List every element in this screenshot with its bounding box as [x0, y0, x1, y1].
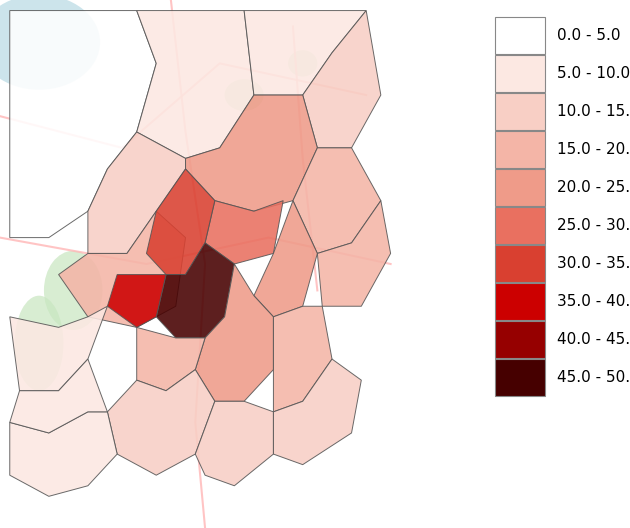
Bar	[495, 207, 546, 244]
Polygon shape	[10, 412, 117, 496]
Bar	[495, 169, 546, 206]
Text: 5.0 - 10.0: 5.0 - 10.0	[557, 66, 630, 81]
Text: 25.0 - 30.: 25.0 - 30.	[557, 218, 630, 233]
Polygon shape	[273, 359, 362, 465]
Bar	[495, 131, 546, 168]
Polygon shape	[137, 327, 205, 391]
Polygon shape	[205, 201, 284, 264]
Polygon shape	[10, 306, 107, 391]
Polygon shape	[10, 359, 107, 433]
Bar	[495, 245, 546, 282]
Polygon shape	[10, 11, 156, 238]
Polygon shape	[195, 401, 273, 486]
Bar	[495, 55, 546, 92]
Polygon shape	[88, 132, 185, 253]
Bar	[495, 17, 546, 54]
Ellipse shape	[0, 0, 100, 90]
Polygon shape	[107, 370, 215, 475]
Ellipse shape	[14, 296, 64, 391]
Text: 45.0 - 50.: 45.0 - 50.	[557, 370, 630, 385]
Polygon shape	[146, 169, 215, 275]
Text: 40.0 - 45.: 40.0 - 45.	[557, 332, 630, 347]
Ellipse shape	[224, 79, 263, 111]
Bar	[495, 93, 546, 130]
Text: 0.0 - 5.0: 0.0 - 5.0	[557, 28, 620, 43]
Polygon shape	[273, 306, 332, 412]
Bar	[495, 283, 546, 320]
Polygon shape	[137, 11, 254, 158]
Polygon shape	[318, 201, 391, 306]
Polygon shape	[293, 148, 381, 253]
Polygon shape	[59, 211, 185, 327]
Polygon shape	[185, 95, 318, 211]
Polygon shape	[254, 201, 318, 317]
Text: 20.0 - 25.: 20.0 - 25.	[557, 180, 630, 195]
Text: 15.0 - 20.: 15.0 - 20.	[557, 142, 630, 157]
Text: 35.0 - 40.: 35.0 - 40.	[557, 294, 630, 309]
Text: 30.0 - 35.: 30.0 - 35.	[557, 256, 630, 271]
Ellipse shape	[44, 251, 103, 330]
Polygon shape	[195, 264, 273, 401]
Polygon shape	[156, 243, 234, 338]
Text: 10.0 - 15.: 10.0 - 15.	[557, 104, 630, 119]
Polygon shape	[107, 275, 166, 327]
Bar	[495, 321, 546, 358]
Bar	[495, 359, 546, 396]
Polygon shape	[302, 11, 381, 148]
Ellipse shape	[288, 50, 318, 77]
Polygon shape	[244, 11, 366, 95]
